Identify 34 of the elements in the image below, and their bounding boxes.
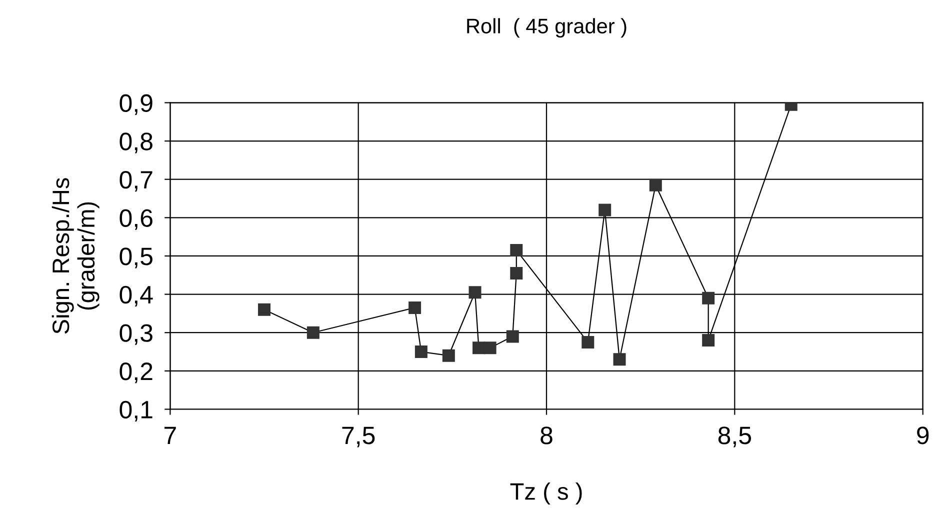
y-tick-label: 0,8 (120, 132, 152, 154)
x-axis-title: Tz ( s ) (510, 482, 582, 505)
point (442, 349, 455, 362)
chart-title: Roll ( 45 grader ) (467, 18, 626, 38)
point (702, 334, 715, 347)
point (258, 303, 271, 316)
point (598, 204, 612, 216)
point (649, 178, 662, 192)
point (306, 326, 320, 339)
point (510, 244, 523, 256)
x-tick-label: 7 (164, 426, 176, 444)
y-tick-label: 0,1 (120, 400, 152, 422)
point (472, 342, 486, 354)
y-tick-label: 0,9 (120, 94, 152, 115)
x-tick-label: 9 (917, 426, 929, 444)
y-tick-label: 0,2 (120, 362, 152, 384)
point (468, 286, 482, 299)
x-tick-label: 8 (540, 426, 552, 444)
y-axis-title: Sign. Resp./Hs (grader/m) (52, 178, 100, 334)
x-tick-label: 8,5 (718, 426, 752, 448)
point (414, 346, 428, 358)
point (582, 336, 594, 348)
point (510, 266, 523, 280)
point (408, 301, 422, 314)
point (484, 342, 496, 354)
y-tick-label: 0,7 (120, 170, 152, 192)
point (613, 353, 626, 366)
y-tick-label: 0,3 (120, 324, 152, 345)
y-tick-label: 0,5 (120, 248, 152, 268)
point (702, 292, 715, 304)
point (506, 330, 519, 343)
y-tick-label: 0,4 (120, 286, 153, 307)
x-tick-label: 7,5 (342, 426, 375, 448)
y-tick-label: 0,6 (120, 209, 152, 230)
